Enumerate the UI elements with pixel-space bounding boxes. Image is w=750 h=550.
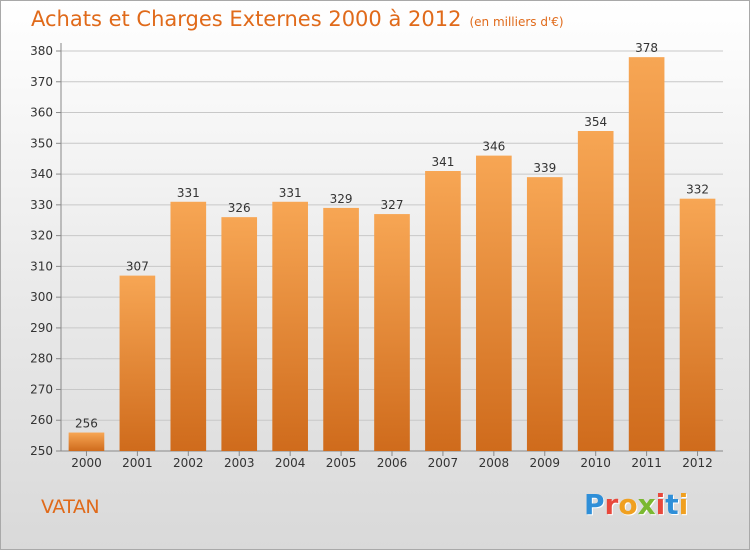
y-tick-label: 260 xyxy=(30,413,53,427)
y-tick-label: 380 xyxy=(30,44,53,58)
y-tick-label: 320 xyxy=(30,229,53,243)
bars xyxy=(68,57,716,452)
y-tick-label: 350 xyxy=(30,136,53,150)
data-label: 256 xyxy=(75,417,98,431)
y-tick-label: 300 xyxy=(30,290,53,304)
x-tick-label: 2009 xyxy=(529,456,560,470)
logo-letter: r xyxy=(604,488,619,521)
y-tick-label: 250 xyxy=(30,444,53,458)
logo-letter: x xyxy=(637,488,656,521)
x-tick-label: 2002 xyxy=(173,456,204,470)
data-label: 378 xyxy=(635,41,658,55)
chart-title-text: Achats et Charges Externes 2000 à 2012 xyxy=(31,7,462,31)
data-label: 332 xyxy=(686,183,709,197)
x-tick-label: 2006 xyxy=(377,456,408,470)
data-label: 331 xyxy=(177,186,200,200)
logo-letter: i xyxy=(678,488,689,521)
x-tick-label: 2004 xyxy=(275,456,306,470)
data-label: 307 xyxy=(126,260,149,274)
x-tick-label: 2012 xyxy=(682,456,713,470)
y-tick-label: 270 xyxy=(30,382,53,396)
y-tick-label: 280 xyxy=(30,352,53,366)
bar xyxy=(425,171,461,451)
y-tick-label: 360 xyxy=(30,106,53,120)
x-tick-label: 2010 xyxy=(580,456,611,470)
bar xyxy=(221,217,258,451)
data-label: 329 xyxy=(330,192,353,206)
x-tick-label: 2005 xyxy=(326,456,357,470)
logo-letter: P xyxy=(584,488,605,521)
proxiti-logo: Proxiti xyxy=(584,488,688,521)
data-label: 326 xyxy=(228,201,251,215)
chart-subtitle: (en milliers d'€) xyxy=(469,15,564,29)
bar xyxy=(170,201,207,451)
data-labels: 256 307 331 326 331 329 327 341 346 339 354 378 332 xyxy=(75,41,709,430)
x-tick-label: 2008 xyxy=(479,456,510,470)
y-tick-label: 310 xyxy=(30,259,53,273)
bar xyxy=(476,155,512,451)
data-label: 327 xyxy=(381,198,404,212)
bar xyxy=(526,177,563,451)
data-label: 339 xyxy=(533,161,556,175)
logo-letter: t xyxy=(665,488,679,521)
y-tick-label: 340 xyxy=(30,167,53,181)
data-label: 341 xyxy=(431,155,454,169)
bar xyxy=(272,201,308,451)
axes: 250 260 270 280 290 300 310 320 330 340 350 360 370 3… xyxy=(30,43,723,470)
y-tick-label: 330 xyxy=(30,198,53,212)
chart-title: Achats et Charges Externes 2000 à 2012 (e… xyxy=(31,7,564,31)
x-tick-label: 2000 xyxy=(71,456,102,470)
data-label: 346 xyxy=(482,140,505,154)
bar xyxy=(679,198,716,451)
y-tick-label: 370 xyxy=(30,75,53,89)
x-tick-label: 2011 xyxy=(631,456,662,470)
x-tick-label: 2001 xyxy=(122,456,153,470)
bar xyxy=(68,432,105,451)
y-tick-label: 290 xyxy=(30,321,53,335)
bar xyxy=(323,207,359,451)
x-tick-label: 2003 xyxy=(224,456,255,470)
commune-name: VATAN xyxy=(41,496,100,518)
data-label: 354 xyxy=(584,115,607,129)
logo-letter: i xyxy=(655,488,666,521)
logo-letter: o xyxy=(618,488,638,521)
x-tick-label: 2007 xyxy=(428,456,459,470)
bar xyxy=(374,214,410,451)
bar xyxy=(628,57,665,452)
bar xyxy=(119,275,156,451)
data-label: 331 xyxy=(279,186,302,200)
bar xyxy=(577,131,614,451)
